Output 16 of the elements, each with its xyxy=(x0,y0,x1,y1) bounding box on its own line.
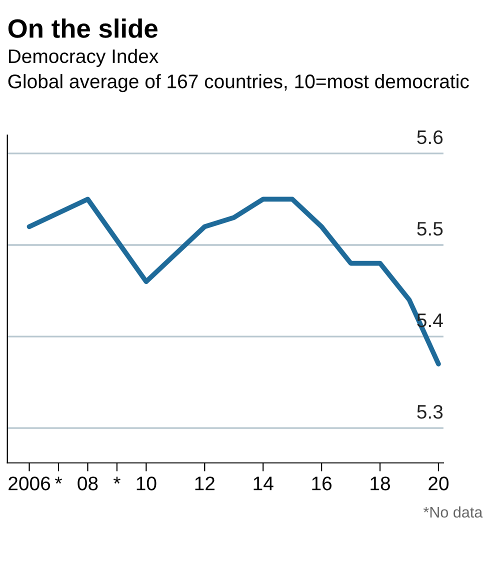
x-tick-label: * xyxy=(113,476,120,484)
y-tick-label: 5.5 xyxy=(417,222,443,236)
x-tick-label: 12 xyxy=(195,476,214,490)
x-tick-label: 10 xyxy=(136,476,156,490)
chart-subtitle: Democracy Index Global average of 167 countries, 10=most democratic xyxy=(8,48,469,92)
y-tick-label: 5.6 xyxy=(417,130,443,144)
x-tick-label: 14 xyxy=(254,476,274,490)
x-tick-label: 2006 xyxy=(8,476,50,490)
x-tick-label: 16 xyxy=(312,476,332,490)
text: *No data xyxy=(423,506,483,518)
y-tick-label: 5.3 xyxy=(417,404,443,419)
x-tick-label: 18 xyxy=(370,476,390,490)
x-tick-label: 08 xyxy=(78,476,98,490)
x-tick-label: * xyxy=(55,476,62,484)
chart-title: On the slide xyxy=(8,18,158,38)
x-tick-label: 20 xyxy=(428,476,449,490)
